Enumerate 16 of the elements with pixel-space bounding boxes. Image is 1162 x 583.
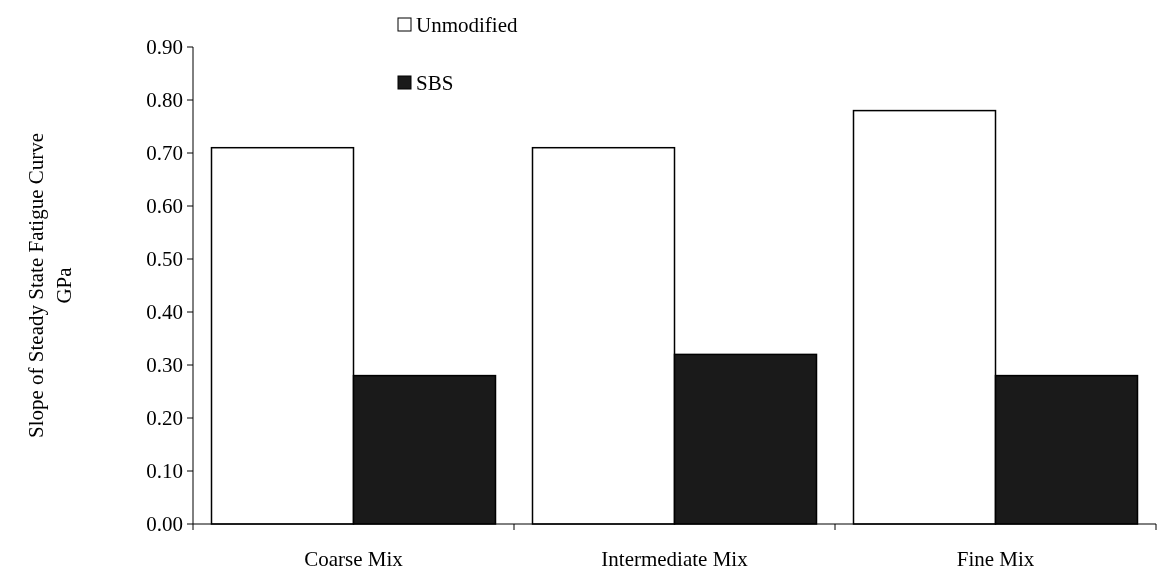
y-tick-label: 0.20 [146, 406, 183, 431]
legend-label: Unmodified [416, 13, 518, 38]
x-tick-label: Coarse Mix [304, 547, 404, 571]
y-tick-label: 0.60 [146, 194, 183, 219]
y-tick-label: 0.10 [146, 459, 183, 484]
x-tick-label: Intermediate Mix [601, 547, 749, 571]
y-axis-title: Slope of Steady State Fatigue Curve GPa [24, 132, 76, 439]
y-tick-label: 0.40 [146, 300, 183, 325]
y-tick-label: 0.90 [146, 35, 183, 60]
x-tick-label: Fine Mix [956, 547, 1035, 571]
y-tick-label: 0.70 [146, 141, 183, 166]
y-tick-label: 0.00 [146, 512, 183, 537]
y-tick-label: 0.30 [146, 353, 183, 378]
legend-label: SBS [416, 71, 454, 96]
y-tick-label: 0.80 [146, 88, 183, 113]
y-tick-label: 0.50 [146, 247, 183, 272]
